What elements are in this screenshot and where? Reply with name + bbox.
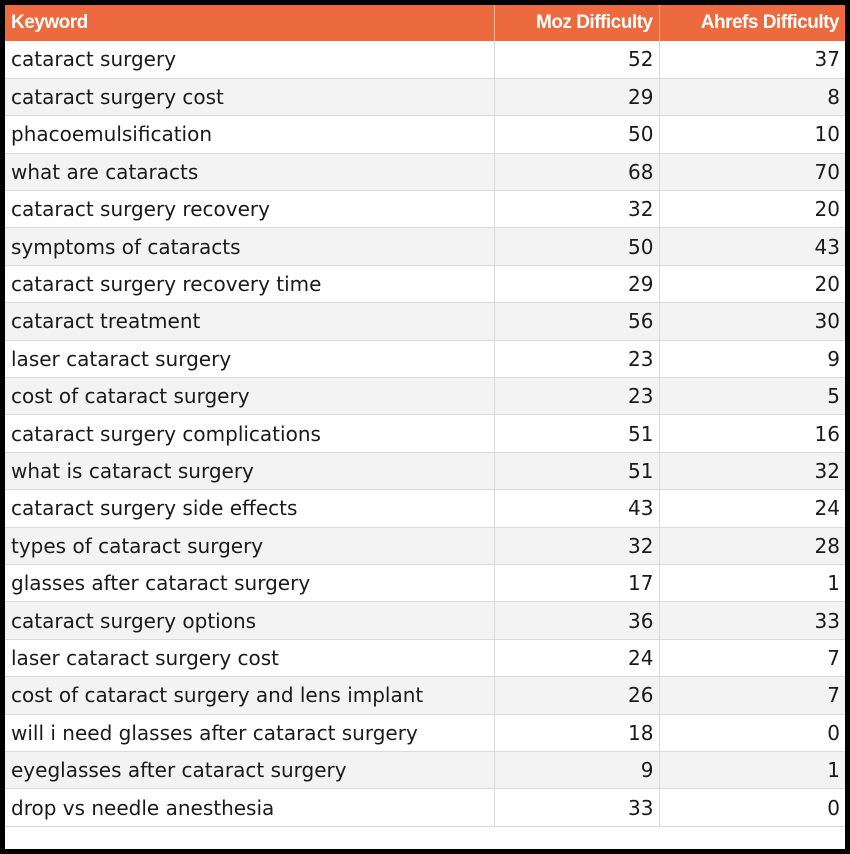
table-row: cataract surgery options 36 33	[5, 601, 845, 640]
moz-difficulty-cell[interactable]: 68	[494, 153, 660, 192]
table-row: types of cataract surgery 32 28	[5, 527, 845, 565]
moz-difficulty-cell[interactable]: 56	[494, 302, 660, 341]
moz-difficulty-cell[interactable]: 29	[494, 265, 660, 304]
table-row: cataract surgery cost 29 8	[5, 78, 845, 117]
table-row: eyeglasses after cataract surgery 9 1	[5, 751, 845, 790]
keyword-cell[interactable]: cataract surgery	[5, 41, 495, 79]
keyword-cell[interactable]: eyeglasses after cataract surgery	[5, 751, 495, 790]
header-moz-difficulty[interactable]: Moz Difficulty	[494, 5, 660, 41]
table-row: laser cataract surgery cost 24 7	[5, 639, 845, 678]
ahrefs-difficulty-cell[interactable]: 1	[659, 564, 845, 603]
moz-difficulty-cell[interactable]: 51	[494, 452, 660, 491]
table-row: phacoemulsification 50 10	[5, 115, 845, 154]
moz-difficulty-cell[interactable]: 50	[494, 227, 660, 266]
moz-difficulty-cell[interactable]: 23	[494, 377, 660, 416]
ahrefs-difficulty-cell[interactable]: 30	[659, 302, 845, 341]
header-ahrefs-difficulty[interactable]: Ahrefs Difficulty	[659, 5, 845, 41]
table-row: will i need glasses after cataract surge…	[5, 714, 845, 752]
keyword-cell[interactable]: cataract surgery recovery time	[5, 265, 495, 304]
ahrefs-difficulty-cell[interactable]: 8	[659, 78, 845, 117]
keyword-cell[interactable]: will i need glasses after cataract surge…	[5, 714, 495, 752]
keyword-cell[interactable]: laser cataract surgery	[5, 340, 495, 379]
keyword-cell[interactable]: what is cataract surgery	[5, 452, 495, 491]
moz-difficulty-cell[interactable]: 24	[494, 639, 660, 678]
ahrefs-difficulty-cell[interactable]: 28	[659, 527, 845, 565]
keyword-cell[interactable]: glasses after cataract surgery	[5, 564, 495, 603]
table-row: cataract treatment 56 30	[5, 302, 845, 341]
keyword-cell[interactable]: laser cataract surgery cost	[5, 639, 495, 678]
table-row: cataract surgery complications 51 16	[5, 414, 845, 453]
header-keyword[interactable]: Keyword	[5, 5, 495, 41]
ahrefs-difficulty-cell[interactable]: 37	[659, 41, 845, 79]
keyword-cell[interactable]: cataract surgery options	[5, 601, 495, 640]
ahrefs-difficulty-cell[interactable]: 32	[659, 452, 845, 491]
keyword-cell[interactable]: phacoemulsification	[5, 115, 495, 154]
table-row: what is cataract surgery 51 32	[5, 452, 845, 491]
keyword-cell[interactable]: cataract surgery complications	[5, 414, 495, 453]
ahrefs-difficulty-cell[interactable]: 7	[659, 676, 845, 715]
moz-difficulty-cell[interactable]: 26	[494, 676, 660, 715]
keyword-cell[interactable]: symptoms of cataracts	[5, 227, 495, 266]
table-row: cataract surgery recovery time 29 20	[5, 265, 845, 304]
keyword-cell[interactable]: drop vs needle anesthesia	[5, 788, 495, 827]
ahrefs-difficulty-cell[interactable]: 33	[659, 601, 845, 640]
ahrefs-difficulty-cell[interactable]: 16	[659, 414, 845, 453]
moz-difficulty-cell[interactable]: 36	[494, 601, 660, 640]
moz-difficulty-cell[interactable]: 18	[494, 714, 660, 752]
ahrefs-difficulty-cell[interactable]: 1	[659, 751, 845, 790]
table-row: what are cataracts 68 70	[5, 153, 845, 192]
ahrefs-difficulty-cell[interactable]: 10	[659, 115, 845, 154]
table-row: symptoms of cataracts 50 43	[5, 227, 845, 266]
ahrefs-difficulty-cell[interactable]: 9	[659, 340, 845, 379]
ahrefs-difficulty-cell[interactable]: 43	[659, 227, 845, 266]
keyword-cell[interactable]: cost of cataract surgery	[5, 377, 495, 416]
ahrefs-difficulty-cell[interactable]: 5	[659, 377, 845, 416]
ahrefs-difficulty-cell[interactable]: 70	[659, 153, 845, 192]
keyword-cell[interactable]: what are cataracts	[5, 153, 495, 192]
table-row: cataract surgery recovery 32 20	[5, 190, 845, 229]
ahrefs-difficulty-cell[interactable]: 24	[659, 489, 845, 528]
table-row: cataract surgery side effects 43 24	[5, 489, 845, 528]
moz-difficulty-cell[interactable]: 50	[494, 115, 660, 154]
table-row: glasses after cataract surgery 17 1	[5, 564, 845, 603]
keyword-cell[interactable]: cataract surgery recovery	[5, 190, 495, 229]
moz-difficulty-cell[interactable]: 32	[494, 190, 660, 229]
moz-difficulty-cell[interactable]: 51	[494, 414, 660, 453]
keyword-difficulty-table: Keyword Moz Difficulty Ahrefs Difficulty…	[5, 5, 845, 827]
ahrefs-difficulty-cell[interactable]: 20	[659, 190, 845, 229]
table-row: cataract surgery 52 37	[5, 41, 845, 79]
table-row: drop vs needle anesthesia 33 0	[5, 788, 845, 827]
moz-difficulty-cell[interactable]: 32	[494, 527, 660, 565]
moz-difficulty-cell[interactable]: 9	[494, 751, 660, 790]
moz-difficulty-cell[interactable]: 29	[494, 78, 660, 117]
keyword-cell[interactable]: cataract treatment	[5, 302, 495, 341]
moz-difficulty-cell[interactable]: 52	[494, 41, 660, 79]
table-row: cost of cataract surgery 23 5	[5, 377, 845, 416]
keyword-cell[interactable]: cost of cataract surgery and lens implan…	[5, 676, 495, 715]
table-body: cataract surgery 52 37 cataract surgery cos…	[5, 41, 845, 827]
ahrefs-difficulty-cell[interactable]: 0	[659, 788, 845, 827]
moz-difficulty-cell[interactable]: 43	[494, 489, 660, 528]
keyword-cell[interactable]: cataract surgery side effects	[5, 489, 495, 528]
ahrefs-difficulty-cell[interactable]: 20	[659, 265, 845, 304]
keyword-cell[interactable]: types of cataract surgery	[5, 527, 495, 565]
moz-difficulty-cell[interactable]: 17	[494, 564, 660, 603]
keyword-cell[interactable]: cataract surgery cost	[5, 78, 495, 117]
table-row: cost of cataract surgery and lens implan…	[5, 676, 845, 715]
moz-difficulty-cell[interactable]: 33	[494, 788, 660, 827]
header-row: Keyword Moz Difficulty Ahrefs Difficulty	[5, 5, 845, 41]
ahrefs-difficulty-cell[interactable]: 0	[659, 714, 845, 752]
moz-difficulty-cell[interactable]: 23	[494, 340, 660, 379]
ahrefs-difficulty-cell[interactable]: 7	[659, 639, 845, 678]
table-row: laser cataract surgery 23 9	[5, 340, 845, 379]
